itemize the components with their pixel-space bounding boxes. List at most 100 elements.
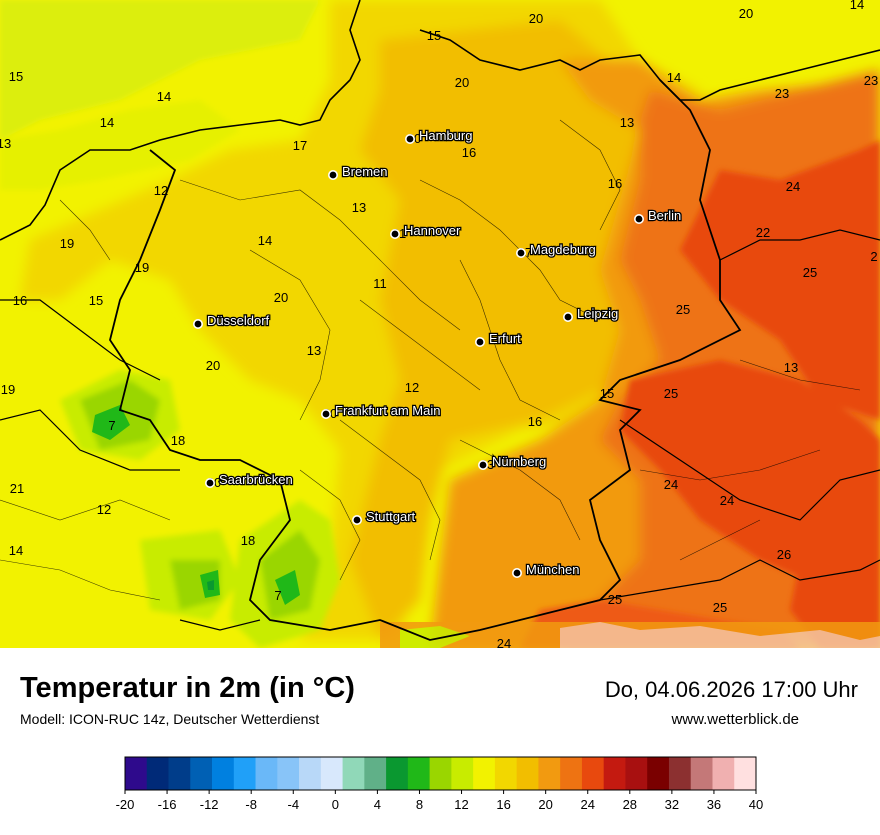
legend-swatch bbox=[429, 757, 452, 790]
legend-swatch bbox=[146, 757, 169, 790]
legend-frame bbox=[124, 756, 757, 791]
city-leipzig[interactable]: Leipzig bbox=[562, 305, 620, 322]
legend-swatch bbox=[668, 757, 692, 790]
temperature-value: 13 bbox=[620, 115, 634, 130]
legend-tick-label: 32 bbox=[665, 797, 679, 812]
borders bbox=[0, 0, 880, 641]
temperature-value: 14 bbox=[100, 115, 114, 130]
city-frankfurt-am-main[interactable]: 20Frankfurt am Main bbox=[320, 402, 442, 421]
legend-tick-label: 16 bbox=[496, 797, 510, 812]
border-nl-be bbox=[0, 299, 161, 381]
legend-swatch bbox=[168, 757, 191, 790]
legend-tick-label: 40 bbox=[749, 797, 763, 812]
temperature-value: 14 bbox=[9, 543, 23, 558]
city-markers: 20Hamburg Bremen Berlin 21Hannover 17Magdebu… bbox=[193, 127, 683, 578]
temperature-value: 25 bbox=[608, 592, 622, 607]
city-dot bbox=[193, 318, 204, 329]
city-hannover[interactable]: 21Hannover bbox=[389, 222, 462, 241]
temperature-value: 16 bbox=[13, 293, 27, 308]
border-at bbox=[599, 559, 880, 601]
website-link[interactable]: www.wetterblick.de bbox=[671, 711, 799, 728]
zone-green-core-1 bbox=[92, 405, 130, 440]
legend-swatch bbox=[364, 757, 387, 790]
regional-border-7 bbox=[559, 119, 621, 231]
regional-border-11 bbox=[639, 449, 821, 481]
alps-band-green bbox=[400, 626, 470, 648]
north-sea-coast bbox=[0, 0, 361, 241]
city-dot bbox=[633, 214, 644, 225]
temperature-value: 16 bbox=[528, 414, 542, 429]
temperature-value: 12 bbox=[154, 183, 168, 198]
zone-lightgreen-coast bbox=[0, 100, 240, 190]
city-saarbrücken[interactable]: 20Saarbrücken bbox=[205, 471, 294, 490]
temperature-value: 25 bbox=[664, 386, 678, 401]
legend-tick-label: -12 bbox=[200, 797, 219, 812]
legend-swatch bbox=[125, 757, 148, 790]
city-label: Saarbrücken bbox=[219, 472, 293, 487]
temperature-value: 25 bbox=[803, 265, 817, 280]
temperature-value: 26 bbox=[777, 547, 791, 562]
germany-border bbox=[109, 79, 742, 641]
legend-swatch bbox=[277, 757, 300, 790]
temperature-value: 23 bbox=[864, 73, 878, 88]
color-legend: -20 -16 -12 -8 -4 0 4 8 12 16 20 24 28 32 36 40 bbox=[0, 748, 880, 830]
regional-border-14 bbox=[679, 519, 761, 561]
temperature-value: 13 bbox=[307, 343, 321, 358]
legend-swatch bbox=[233, 757, 256, 790]
legend-swatch bbox=[690, 757, 713, 790]
legend-swatch bbox=[473, 757, 496, 790]
temperature-value: 13 bbox=[0, 136, 11, 151]
legend-tick-label: -20 bbox=[116, 797, 135, 812]
legend-swatch bbox=[603, 757, 626, 790]
temperature-value: 14 bbox=[258, 233, 272, 248]
city-nürnberg[interactable]: 23Nürnberg bbox=[477, 453, 548, 472]
city-dot bbox=[477, 459, 488, 470]
city-düsseldorf[interactable]: Düsseldorf bbox=[193, 312, 271, 329]
forecast-datetime: Do, 04.06.2026 17:00 Uhr bbox=[604, 677, 858, 702]
regional-border-12 bbox=[739, 359, 861, 391]
regional-border-9 bbox=[459, 439, 581, 541]
regional-border-8 bbox=[299, 469, 361, 581]
legend-tick-label: -8 bbox=[245, 797, 257, 812]
zone-red-orange-south bbox=[620, 360, 880, 590]
temperature-value: 20 bbox=[739, 6, 753, 21]
city-dot bbox=[389, 229, 400, 240]
baltic-coast bbox=[419, 29, 880, 101]
city-magdeburg[interactable]: 17Magdeburg bbox=[515, 241, 597, 260]
legend-tick-label: 24 bbox=[580, 797, 594, 812]
temperature-value: 20 bbox=[529, 11, 543, 26]
border-cz bbox=[619, 419, 880, 521]
city-hamburg[interactable]: 20Hamburg bbox=[404, 127, 474, 146]
city-berlin[interactable]: Berlin bbox=[633, 207, 683, 225]
temperature-value: 7 bbox=[108, 418, 115, 433]
temperature-value: 25 bbox=[713, 600, 727, 615]
temperature-value: 21 bbox=[10, 481, 24, 496]
temperature-value: 20 bbox=[206, 358, 220, 373]
city-erfurt[interactable]: Erfurt bbox=[474, 330, 522, 347]
border-fr-ch bbox=[179, 619, 261, 631]
legend-swatch bbox=[320, 757, 343, 790]
city-stuttgart[interactable]: Stuttgart bbox=[351, 508, 417, 525]
city-bremen[interactable]: Bremen bbox=[327, 163, 389, 180]
city-münchen[interactable]: München bbox=[511, 561, 581, 578]
city-label: Nürnberg bbox=[492, 454, 546, 469]
temperature-value: 18 bbox=[241, 533, 255, 548]
border-pl bbox=[719, 229, 880, 261]
legend-swatch bbox=[494, 757, 518, 790]
temperature-value: 19 bbox=[1, 382, 15, 397]
temperature-value: 18 bbox=[171, 433, 185, 448]
legend-tick-label: 0 bbox=[332, 797, 339, 812]
city-dot bbox=[474, 336, 485, 347]
temperature-value: 16 bbox=[608, 176, 622, 191]
regional-border-13 bbox=[0, 499, 171, 521]
zone-lightgreen-nw bbox=[0, 0, 320, 140]
city-label: Erfurt bbox=[489, 331, 521, 346]
regional-border-10 bbox=[59, 199, 111, 261]
temperature-value: 14 bbox=[667, 70, 681, 85]
temperature-value: 25 bbox=[676, 302, 690, 317]
legend-swatch bbox=[190, 757, 213, 790]
temperature-value: 24 bbox=[664, 477, 678, 492]
temperature-value: 20 bbox=[274, 290, 288, 305]
legend-tick-label: 12 bbox=[454, 797, 468, 812]
